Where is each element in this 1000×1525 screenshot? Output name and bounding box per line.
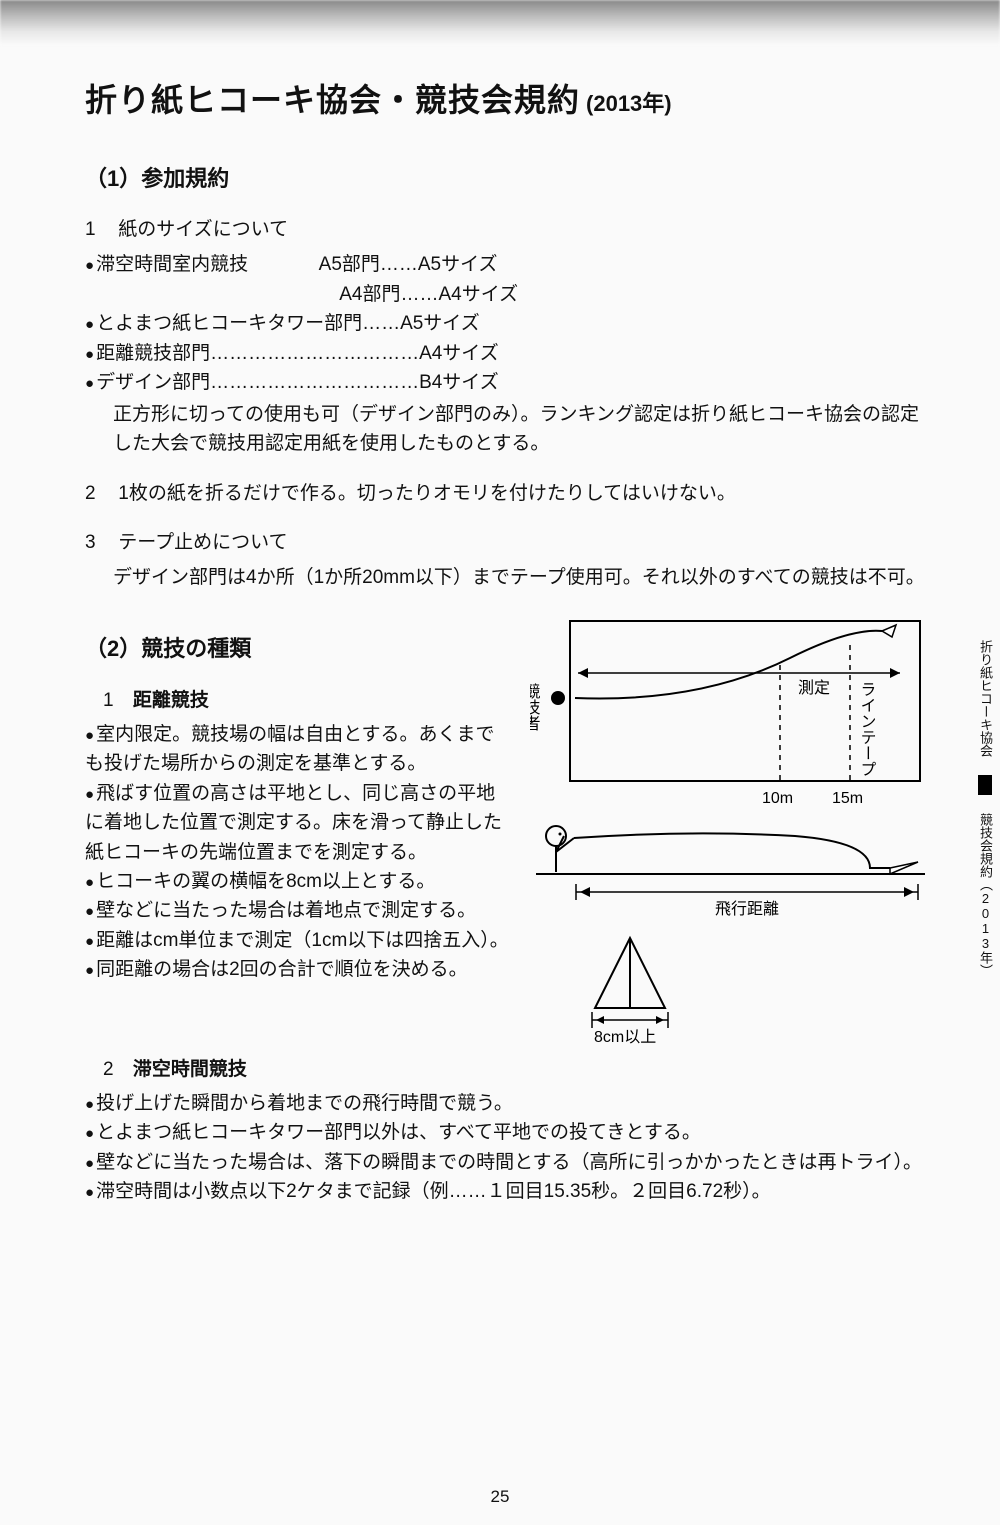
s2-s1b2: 飛ばす位置の高さは平地とし、同じ高さの平地に着地した位置で測定する。床を滑って静… — [85, 779, 512, 867]
s2-sub1: 1 距離競技 — [103, 685, 512, 712]
s1-item2: 2 1枚の紙を折るだけで作る。切ったりオモリを付けたりしてはいけない。 — [85, 479, 930, 508]
person-eye-icon — [559, 832, 562, 835]
section2-row: （2）競技の種類 1 距離競技 室内限定。競技場の幅は自由とする。あくまでも投げ… — [85, 603, 930, 1048]
distance-arrow-left-icon — [580, 887, 590, 897]
page-title-year: (2013年) — [586, 86, 672, 118]
s1-b1: 滞空時間室内競技 — [85, 254, 248, 275]
s1-item1-title: 紙のサイズについて — [118, 219, 288, 240]
s2-s1b6: 同距離の場合は2回の合計で順位を決める。 — [85, 955, 512, 984]
tape-label-text: ラインテープ — [858, 681, 876, 777]
s1-item2-text: 1枚の紙を折るだけで作る。切ったりオモリを付けたりしてはいけない。 — [118, 483, 736, 504]
mark-15m: 15m — [832, 790, 863, 807]
side-tab-upper: 折り紙ヒコーキ協会 — [978, 640, 993, 757]
side-tab-lower: 競技会規約（2013年） — [978, 813, 993, 977]
profile-trajectory — [574, 833, 890, 868]
wing-arrow-left-icon — [596, 1016, 604, 1024]
s1-item3-title: テープ止めについて — [118, 532, 287, 553]
s2-s1b5: 距離はcm単位まで測定（1cm以下は四捨五入）。 — [85, 926, 512, 955]
s2-s2b1: 投げ上げた瞬間から着地までの飛行時間で競う。 — [85, 1089, 930, 1118]
decorative-cloud-band — [0, 0, 1000, 45]
mark-10m: 10m — [762, 790, 793, 807]
s2-s2b3: 壁などに当たった場合は、落下の瞬間までの時間とする（高所に引っかかったときは再ト… — [85, 1148, 930, 1177]
s1-item3-num: 3 — [85, 528, 113, 557]
s1-item1-num: 1 — [85, 215, 113, 244]
s1-b4: デザイン部門……………………………B4サイズ — [85, 368, 930, 397]
section2-heading: （2）競技の種類 — [85, 631, 512, 663]
s2-sub2-num: 2 — [103, 1059, 114, 1080]
wing-diagram: 8cm以上 — [570, 928, 730, 1048]
s2-s2b4: 滞空時間は小数点以下2ケタまで記録（例……１回目15.35秒。２回目6.72秒）… — [85, 1177, 930, 1206]
s1-item2-num: 2 — [85, 479, 113, 508]
side-tab-bar-icon — [978, 775, 992, 795]
profile-diagram: 飛行距離 — [530, 818, 930, 928]
s1-b1a: A5部門……A5サイズ — [319, 254, 498, 275]
distance-arrow-right-icon — [904, 887, 914, 897]
s2-s2b2: とよまつ紙ヒコーキタワー部門以外は、すべて平地での投てきとする。 — [85, 1118, 930, 1147]
diagram-competitor-label: 競技者 — [530, 683, 541, 731]
s1-b1b: A4部門……A4サイズ — [339, 284, 518, 305]
measure-label-text: 測定 — [798, 679, 830, 697]
plane-icon — [890, 862, 918, 874]
s2-s1b3: ヒコーキの翼の横幅を8cm以上とする。 — [85, 867, 512, 896]
section2-left: （2）競技の種類 1 距離競技 室内限定。競技場の幅は自由とする。あくまでも投げ… — [85, 603, 512, 985]
measure-arrow-right-icon — [890, 668, 900, 678]
s1-note1: 正方形に切っての使用も可（デザイン部門のみ）。ランキング認定は折り紙ヒコーキ協会… — [85, 400, 930, 459]
flight-path — [575, 631, 882, 699]
s1-note3: デザイン部門は4か所（1か所20mm以下）までテープ使用可。それ以外のすべての競… — [85, 563, 930, 592]
s1-item1: 1 紙のサイズについて — [85, 215, 930, 244]
s1-b3: 距離競技部門……………………………A4サイズ — [85, 339, 930, 368]
s2-s1b1: 室内限定。競技場の幅は自由とする。あくまでも投げた場所からの測定を基準とする。 — [85, 720, 512, 779]
s1-item3: 3 テープ止めについて — [85, 528, 930, 557]
page-content: 折り紙ヒコーキ協会・競技会規約 (2013年) （1）参加規約 1 紙のサイズに… — [0, 45, 1000, 1217]
wing-label: 8cm以上 — [594, 1028, 656, 1046]
page-title: 折り紙ヒコーキ協会・競技会規約 — [85, 75, 580, 121]
page-title-row: 折り紙ヒコーキ協会・競技会規約 (2013年) — [85, 75, 930, 121]
s2-s1b4: 壁などに当たった場合は着地点で測定する。 — [85, 896, 512, 925]
s1-b1-row: 滞空時間室内競技 A5部門……A5サイズ — [85, 250, 930, 279]
wing-arrow-right-icon — [656, 1016, 664, 1024]
section1-heading: （1）参加規約 — [85, 161, 930, 193]
diagram-column: 競技者 — [530, 603, 930, 1048]
s2-sub1-title: 距離競技 — [133, 690, 209, 711]
s1-b2: とよまつ紙ヒコーキタワー部門……A5サイズ — [85, 309, 930, 338]
flight-arrow-icon — [882, 625, 896, 637]
competitor-dot-icon — [551, 691, 565, 705]
distance-label: 飛行距離 — [715, 900, 779, 918]
measure-arrow-left-icon — [578, 668, 588, 678]
side-tab: 折り紙ヒコーキ協会 競技会規約（2013年） — [970, 640, 992, 977]
page-number: 25 — [0, 1487, 1000, 1507]
s2-sub2: 2 滞空時間競技 — [103, 1054, 930, 1081]
s2-sub1-num: 1 — [103, 690, 114, 711]
s2-sub2-title: 滞空時間競技 — [133, 1059, 247, 1080]
field-diagram: 競技者 — [530, 603, 930, 818]
s1-b1b-row: A4部門……A4サイズ — [85, 280, 930, 309]
